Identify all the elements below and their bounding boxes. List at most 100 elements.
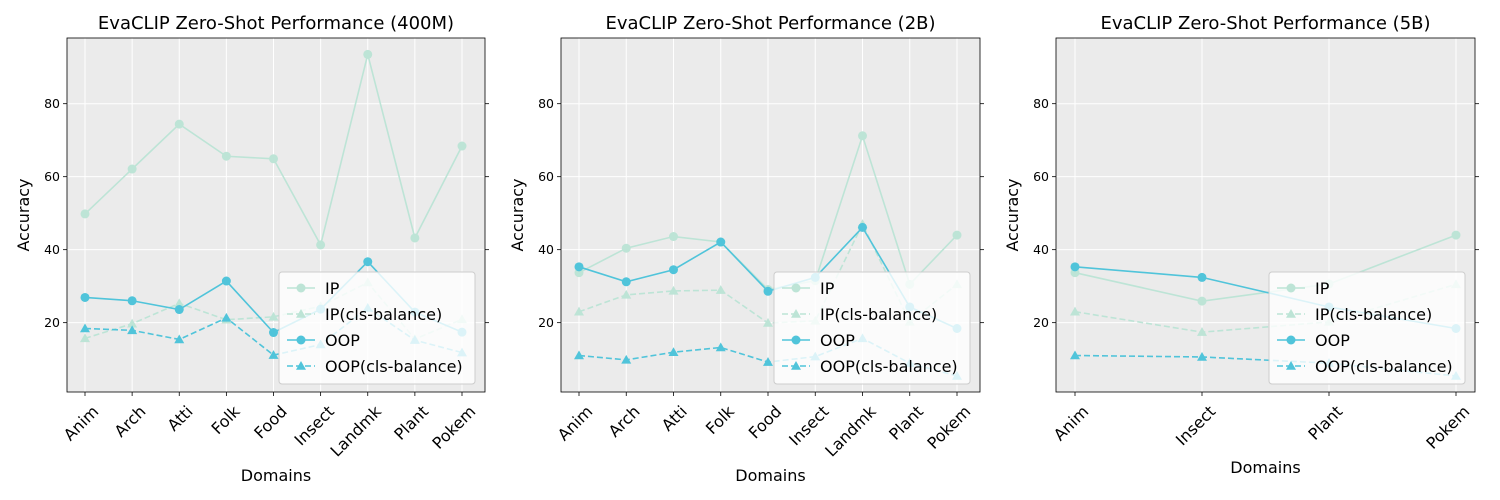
legend-marker — [296, 309, 306, 318]
data-point — [80, 292, 90, 302]
data-point — [763, 318, 773, 327]
data-point — [669, 265, 678, 275]
x-tick-label: Pokem — [1422, 402, 1473, 453]
data-point — [716, 237, 726, 247]
data-point — [1197, 327, 1207, 336]
legend-label: OOP(cls-balance) — [1315, 357, 1453, 376]
plot-frame — [560, 37, 981, 393]
data-point — [127, 318, 138, 328]
data-point — [668, 285, 679, 295]
legend-marker — [296, 335, 306, 345]
x-tick-label: Insect — [1172, 402, 1219, 449]
data-point — [80, 333, 90, 343]
x-tick-label: Plant — [885, 402, 927, 444]
legend-label: IP — [820, 279, 835, 298]
chart-panel-2: 20 40 60 80 Anim Insect Plant Pokem EvaCLIP Zero… — [1003, 13, 1479, 477]
x-axis-label: Domains — [735, 466, 805, 485]
legend-label: IP(cls-balance) — [325, 305, 442, 324]
legend-label: IP — [325, 279, 340, 298]
data-point — [127, 296, 137, 306]
data-point — [268, 311, 279, 321]
legend-box — [278, 271, 476, 385]
x-tick-label: Folk — [208, 401, 245, 438]
data-point — [574, 350, 584, 360]
y-tick-label: 40 — [538, 242, 554, 257]
data-point — [269, 328, 278, 338]
legend-marker — [1286, 309, 1296, 318]
legend-label: OOP — [325, 331, 360, 350]
data-point — [1070, 350, 1080, 360]
x-tick-label: Plant — [390, 402, 432, 444]
y-axis-label: Accuracy — [14, 178, 33, 251]
data-point — [174, 305, 184, 315]
legend-label: OOP(cls-balance) — [820, 357, 958, 376]
legend-label: IP(cls-balance) — [1315, 305, 1432, 324]
data-point — [221, 151, 231, 161]
series-line — [1074, 283, 1457, 333]
legend-marker — [1286, 283, 1296, 293]
data-point — [127, 164, 137, 174]
x-tick-label: Pokem — [923, 402, 974, 453]
legend-box — [773, 271, 971, 385]
y-tick-label: 80 — [1033, 96, 1049, 111]
data-point — [763, 286, 773, 296]
y-axis-label: Accuracy — [508, 178, 527, 251]
y-tick-label: 80 — [538, 96, 554, 111]
data-point — [80, 323, 90, 333]
x-tick-label: Folk — [702, 401, 739, 438]
data-point — [621, 289, 632, 299]
data-point — [1451, 230, 1461, 240]
data-point — [80, 209, 90, 219]
data-point — [174, 298, 185, 308]
data-point — [621, 243, 631, 253]
data-point — [268, 350, 279, 359]
plot-frame — [66, 37, 486, 393]
data-point — [621, 354, 632, 364]
y-tick-label: 60 — [538, 169, 554, 184]
x-tick-label: Anim — [554, 402, 597, 445]
legend-marker — [791, 309, 801, 318]
legend: IP IP(cls-balance) OOP OOP(cls-balance) — [773, 271, 971, 385]
y-tick-label: 60 — [1033, 169, 1049, 184]
y-tick-label: 80 — [44, 96, 60, 111]
legend-label: OOP — [820, 331, 855, 350]
x-tick-label: Food — [250, 402, 291, 443]
y-tick-label: 40 — [44, 242, 60, 257]
y-tick-label: 20 — [538, 315, 554, 330]
data-point — [363, 49, 373, 59]
data-point — [858, 222, 867, 232]
legend-label: IP(cls-balance) — [820, 305, 937, 324]
data-point — [363, 257, 373, 267]
data-point — [269, 154, 278, 164]
y-tick-label: 20 — [44, 315, 60, 330]
x-tick-label: Plant — [1304, 402, 1346, 444]
x-tick-label: Anim — [1050, 402, 1093, 445]
data-point — [669, 232, 678, 242]
data-point — [1197, 272, 1207, 282]
x-tick-label: Atti — [164, 402, 197, 435]
legend-label: OOP — [1315, 331, 1350, 350]
data-point — [316, 240, 326, 250]
y-tick-label: 60 — [44, 169, 60, 184]
legend-box — [1268, 271, 1466, 385]
legend-marker — [1286, 361, 1296, 370]
chart-title: EvaCLIP Zero-Shot Performance (2B) — [605, 13, 935, 34]
x-axis-label: Domains — [1230, 458, 1300, 477]
chart-title: EvaCLIP Zero-Shot Performance (5B) — [1100, 13, 1430, 34]
x-tick-label: Anim — [60, 402, 103, 445]
series-IP — [80, 49, 467, 250]
data-point — [1197, 351, 1207, 361]
data-point — [1070, 306, 1080, 316]
legend-marker — [296, 361, 306, 370]
plot-frame — [1055, 37, 1476, 393]
data-point — [668, 347, 679, 356]
x-tick-label: Atti — [658, 402, 691, 435]
legend-marker — [296, 283, 306, 293]
data-point — [621, 277, 631, 287]
legend-label: OOP(cls-balance) — [325, 357, 463, 376]
data-point — [763, 357, 773, 366]
y-tick-label: 20 — [1033, 315, 1049, 330]
legend: IP IP(cls-balance) OOP OOP(cls-balance) — [1268, 271, 1466, 385]
